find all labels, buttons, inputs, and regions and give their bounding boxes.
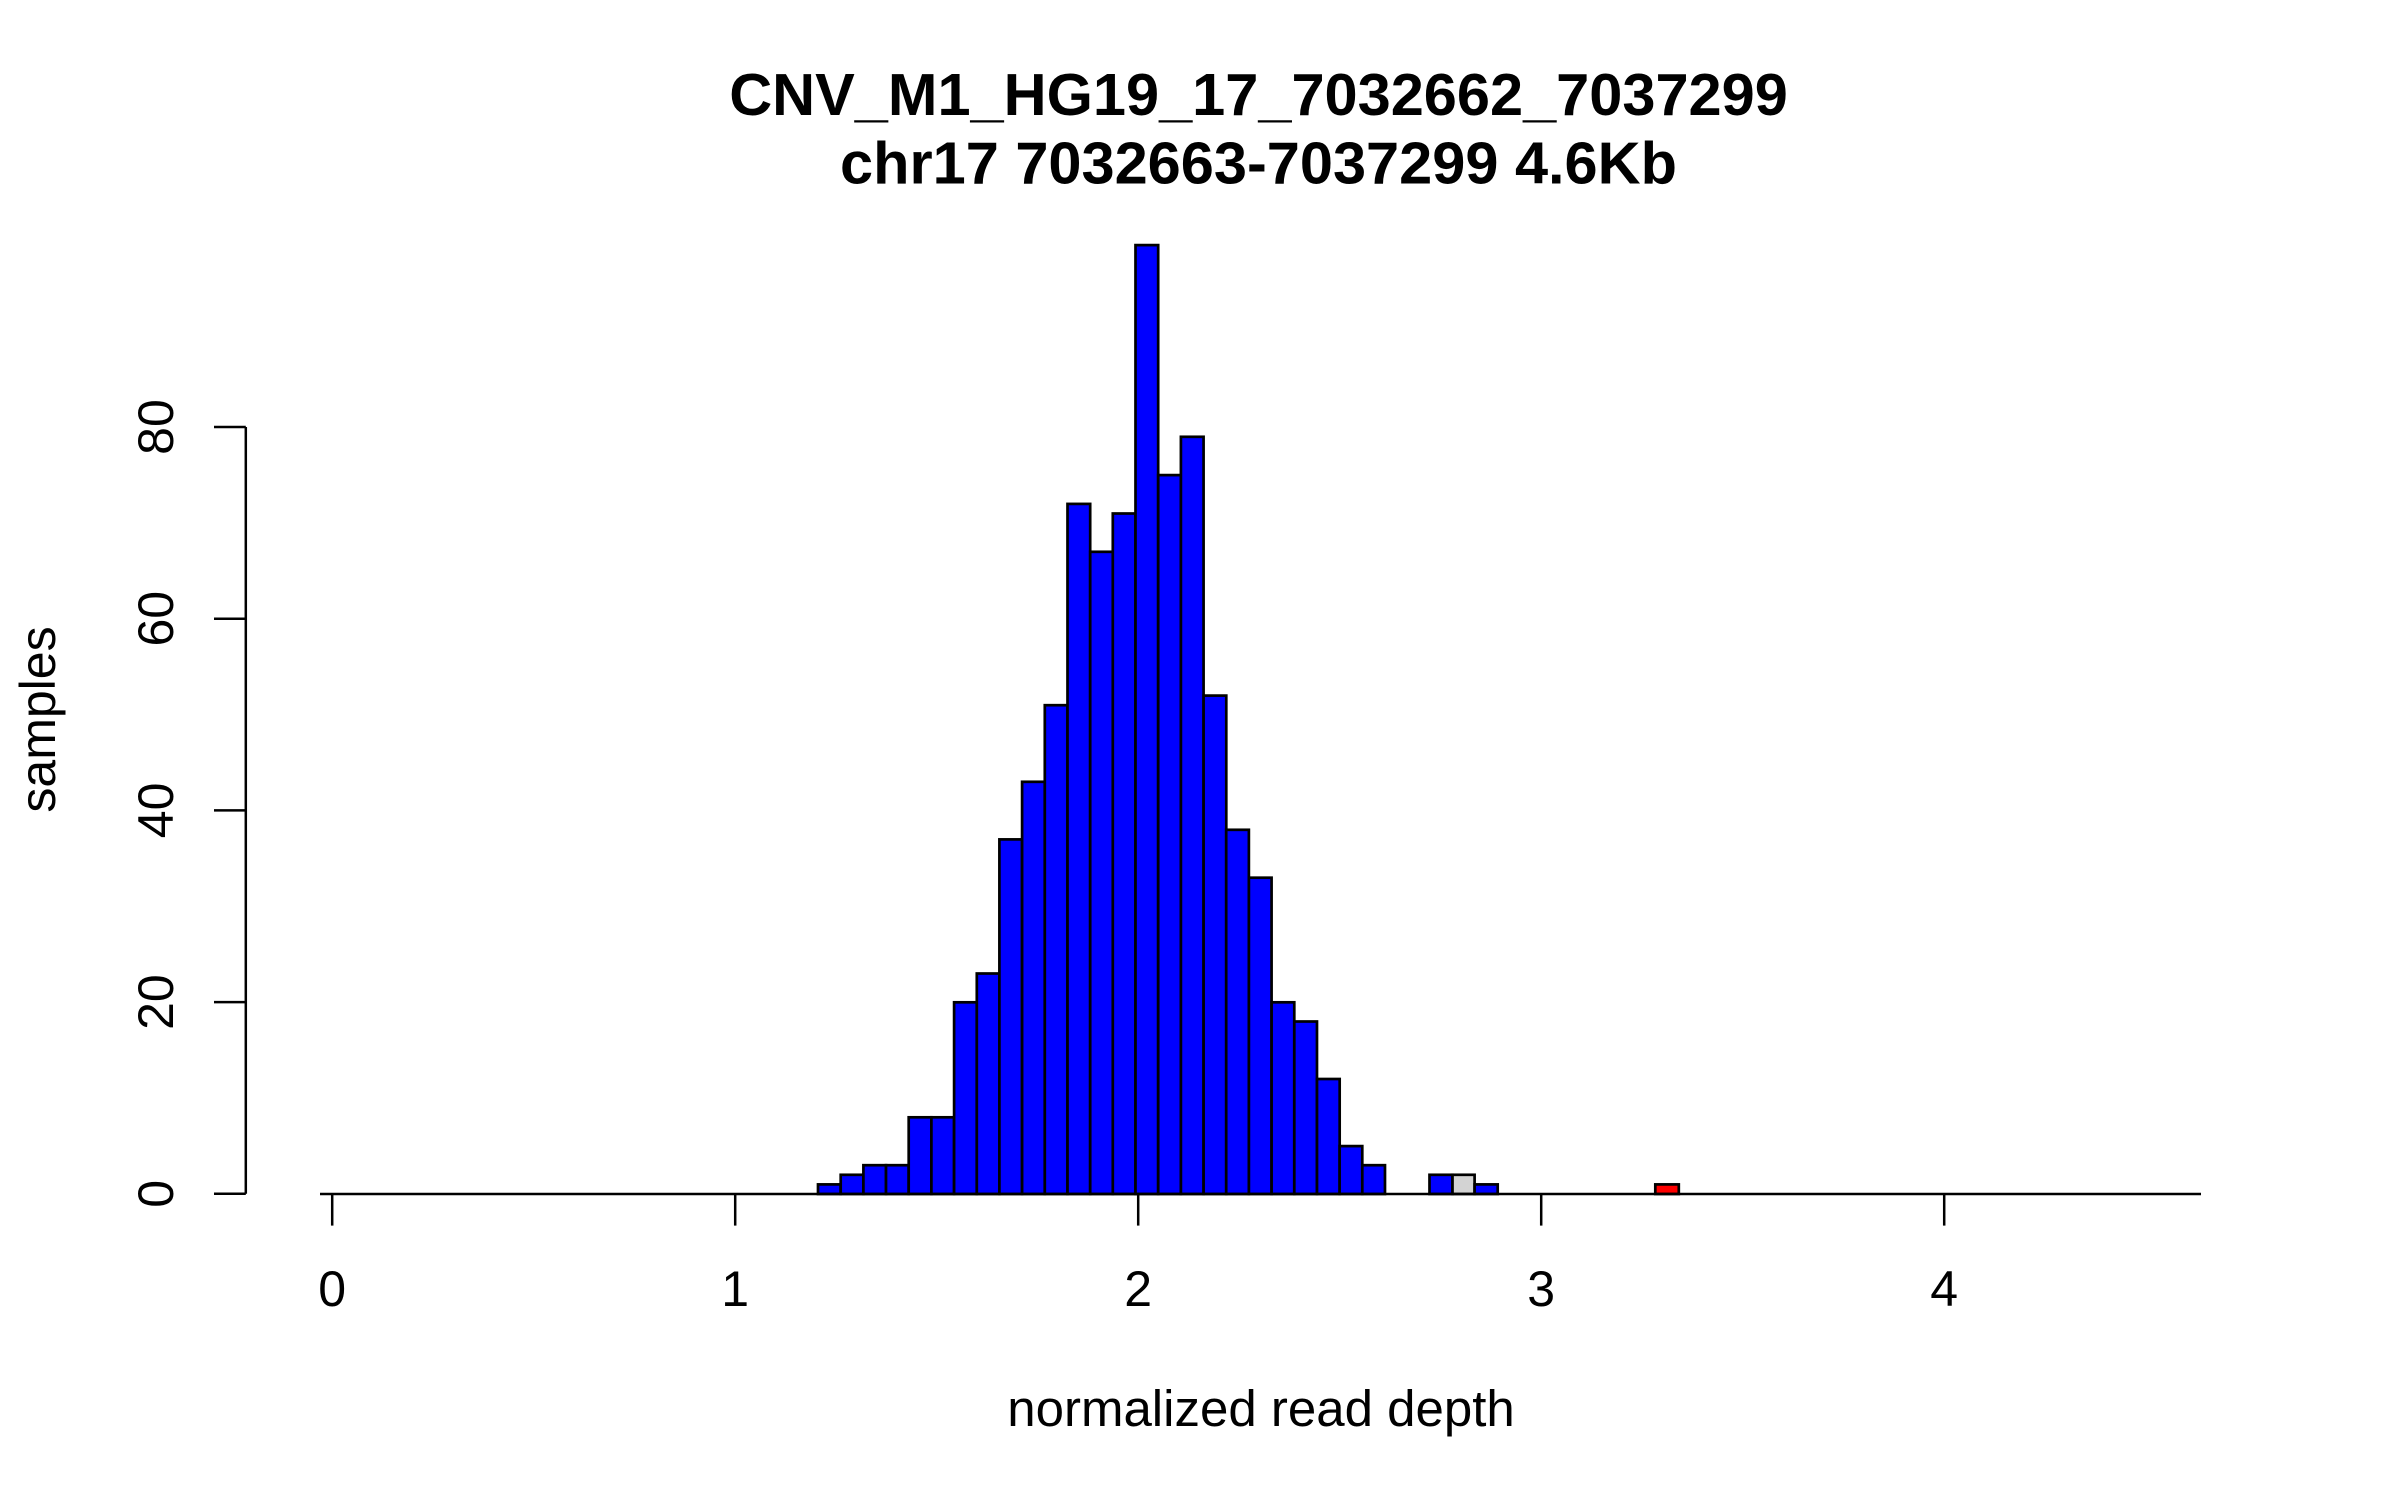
svg-text:40: 40 [128, 783, 184, 839]
svg-text:80: 80 [128, 399, 184, 455]
svg-text:0: 0 [128, 1180, 184, 1208]
svg-text:CNV_M1_HG19_17_7032662_7037299: CNV_M1_HG19_17_7032662_7037299 [729, 61, 1788, 128]
svg-text:2: 2 [1124, 1261, 1152, 1317]
svg-text:normalized read depth: normalized read depth [1007, 1380, 1515, 1437]
svg-text:1: 1 [721, 1261, 749, 1317]
svg-text:0: 0 [318, 1261, 346, 1317]
svg-text:60: 60 [128, 591, 184, 647]
svg-text:samples: samples [10, 626, 66, 812]
svg-text:20: 20 [128, 974, 184, 1030]
svg-text:3: 3 [1527, 1261, 1555, 1317]
svg-text:chr17 7032663-7037299 4.6Kb: chr17 7032663-7037299 4.6Kb [840, 129, 1677, 196]
svg-text:4: 4 [1930, 1261, 1958, 1317]
